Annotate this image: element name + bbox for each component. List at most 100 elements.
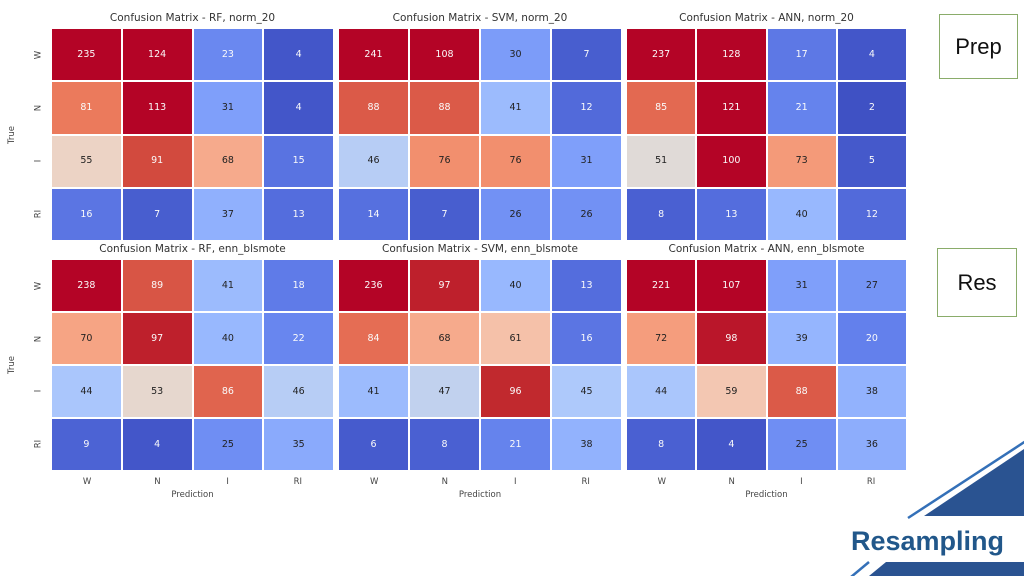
x-tick-label: RI [581, 477, 590, 487]
heatmap-cell: 31 [193, 82, 263, 134]
heatmap-cell: 12 [837, 188, 906, 240]
heatmap-cell: 38 [837, 366, 906, 417]
heatmap-cell: 40 [481, 260, 550, 311]
x-axis-label: Prediction [171, 490, 214, 500]
heatmap-cell: 41 [481, 82, 550, 134]
heatmap-grid: 237 128 17 4 85 121 21 2 51 100 73 5 8 13 40 12 [627, 29, 906, 240]
heatmap-cell: 61 [481, 313, 550, 364]
heatmap-cell: 96 [481, 366, 550, 417]
chart-title: Confusion Matrix - RF, enn_blsmote [99, 243, 286, 255]
heatmap-cell: 4 [264, 82, 333, 134]
heatmap-cell: 40 [767, 188, 836, 240]
res-label: Res [957, 269, 997, 295]
x-tick-label: RI [866, 477, 876, 487]
heatmap-cell: 18 [264, 260, 333, 311]
heatmap-cell: 100 [697, 135, 766, 187]
heatmap-cell: 16 [552, 313, 621, 364]
heatmap-grid: 221 107 31 27 72 98 39 20 44 59 88 38 8 4 25 36 [627, 260, 906, 470]
chart-title: Confusion Matrix - SVM, norm_20 [392, 12, 568, 24]
y-axis-label-text: True [7, 355, 18, 375]
heatmap-cell: 81 [52, 82, 121, 134]
heatmap-grid: 236 97 40 13 84 68 61 16 41 47 96 45 6 8 21 38 [339, 260, 621, 470]
y-tick-label: N [33, 335, 44, 342]
heatmap-cell: 72 [627, 313, 696, 364]
bottom-accent-line [850, 561, 870, 576]
heatmap-cell: 21 [767, 82, 836, 134]
heatmap-cell: 4 [837, 29, 906, 81]
heatmap-cell: 16 [52, 188, 121, 240]
heatmap-cell: 30 [481, 29, 550, 81]
heatmap-cell: 39 [767, 313, 836, 364]
heatmap-cell: 53 [122, 366, 192, 417]
x-tick-label: RI [293, 477, 303, 487]
heatmap-cell: 17 [767, 29, 836, 81]
heatmap-cell: 40 [193, 313, 263, 364]
x-tick-label: I [800, 477, 803, 487]
y-axis-label: True [6, 29, 19, 240]
heatmap-cell: 91 [122, 135, 192, 187]
heatmap-cell: 124 [122, 29, 192, 81]
heatmap-cell: 22 [264, 313, 333, 364]
heatmap-cell: 36 [837, 419, 906, 470]
heatmap-grid: 238 89 41 18 70 97 40 22 44 53 86 46 9 4 25 35 [52, 260, 333, 470]
x-tick-label: W [370, 477, 379, 487]
heatmap-cell: 98 [697, 313, 766, 364]
x-tick-label: N [441, 477, 448, 487]
heatmap-cell: 113 [122, 82, 192, 134]
chart-title: Confusion Matrix - ANN, enn_blsmote [668, 243, 865, 255]
heatmap-cell: 20 [837, 313, 906, 364]
heatmap-cell: 84 [339, 313, 408, 364]
heatmap-cell: 4 [122, 419, 192, 470]
y-tick-label: I [33, 159, 44, 163]
heatmap-cell: 221 [627, 260, 696, 311]
heatmap-cell: 97 [410, 260, 479, 311]
heatmap-cell: 76 [410, 135, 479, 187]
heatmap-cell: 8 [410, 419, 479, 470]
y-tick-label: W [33, 282, 44, 291]
prep-label-box: Prep [939, 14, 1018, 79]
heatmap-cell: 4 [264, 29, 333, 81]
heatmap-cell: 236 [339, 260, 408, 311]
heatmap-cell: 25 [193, 419, 263, 470]
heatmap-cell: 7 [122, 188, 192, 240]
heatmap-cell: 31 [552, 135, 621, 187]
confusion-matrix-svm-ennblsmote: Confusion Matrix - SVM, enn_blsmote 236 9… [339, 243, 621, 500]
heatmap-grid: 241 108 30 7 88 88 41 12 46 76 76 31 14 7 26 26 [339, 29, 621, 240]
heatmap-cell: 238 [52, 260, 121, 311]
heatmap-cell: 21 [481, 419, 550, 470]
diagonal-accent-line [907, 440, 1024, 520]
x-tick-label: I [226, 477, 229, 487]
heatmap-cell: 235 [52, 29, 121, 81]
heatmap-cell: 88 [410, 82, 479, 134]
heatmap-cell: 89 [122, 260, 192, 311]
heatmap-cell: 85 [627, 82, 696, 134]
x-tick-label: N [154, 477, 161, 487]
confusion-matrix-rf-ennblsmote: Confusion Matrix - RF, enn_blsmote 238 89… [8, 243, 333, 500]
heatmap-cell: 25 [767, 419, 836, 470]
heatmap-cell: 73 [767, 135, 836, 187]
y-tick-label: RI [33, 439, 44, 448]
y-tick-label: W [33, 51, 44, 60]
heatmap-cell: 46 [264, 366, 333, 417]
heatmap-cell: 107 [697, 260, 766, 311]
heatmap-cell: 13 [264, 188, 333, 240]
heatmap-cell: 237 [627, 29, 696, 81]
heatmap-cell: 31 [767, 260, 836, 311]
heatmap-cell: 68 [193, 135, 263, 187]
heatmap-cell: 4 [697, 419, 766, 470]
heatmap-cell: 46 [339, 135, 408, 187]
heatmap-cell: 108 [410, 29, 479, 81]
confusion-matrix-ann-norm20: Confusion Matrix - ANN, norm_20 237 128 17… [627, 12, 906, 240]
heatmap-cell: 7 [410, 188, 479, 240]
x-tick-label: N [728, 477, 735, 487]
heatmap-cell: 41 [339, 366, 408, 417]
heatmap-cell: 47 [410, 366, 479, 417]
heatmap-cell: 5 [837, 135, 906, 187]
heatmap-cell: 76 [481, 135, 550, 187]
y-tick-label: I [33, 390, 44, 393]
heatmap-cell: 23 [193, 29, 263, 81]
heatmap-cell: 55 [52, 135, 121, 187]
heatmap-cell: 51 [627, 135, 696, 187]
y-axis-label-text: True [7, 125, 18, 144]
prep-label: Prep [955, 33, 1002, 59]
